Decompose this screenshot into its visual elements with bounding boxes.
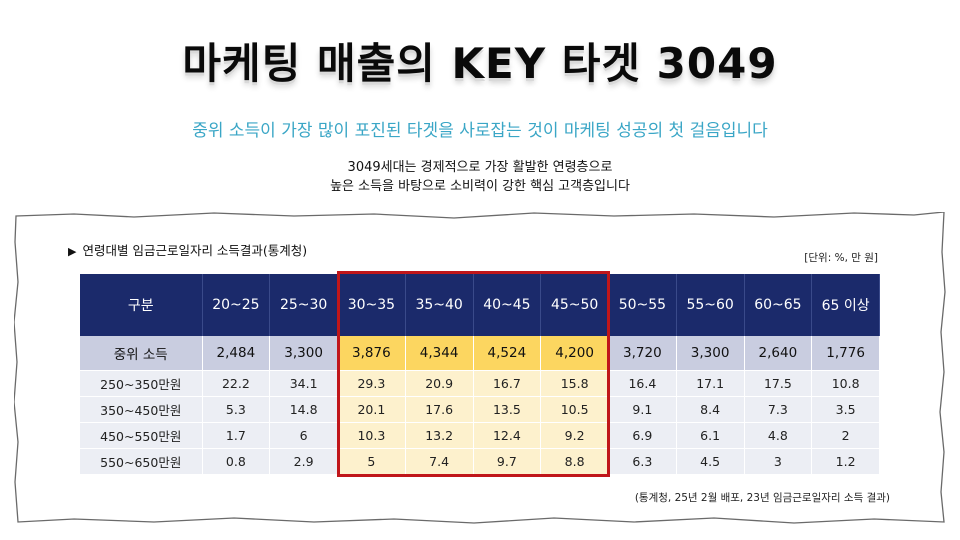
table-cell: 4.8 xyxy=(744,422,813,449)
header-cell: 25~30 xyxy=(269,274,338,336)
table-cell: 6.3 xyxy=(608,448,677,475)
table-cell: 34.1 xyxy=(269,370,338,397)
table-cell: 6 xyxy=(269,422,338,449)
table-row: 350~450만원 5.3 14.8 20.1 17.6 13.5 10.5 9… xyxy=(80,396,880,423)
header-cell: 45~50 xyxy=(540,274,609,336)
table-cell: 7.3 xyxy=(744,396,813,423)
header-cell: 20~25 xyxy=(202,274,271,336)
table-cell: 3 xyxy=(744,448,813,475)
table-cell: 350~450만원 xyxy=(80,396,203,423)
table-cell: 2,484 xyxy=(202,336,271,371)
table-cell: 3.5 xyxy=(811,396,880,423)
table-cell: 3,720 xyxy=(608,336,677,371)
table-cell: 1.2 xyxy=(811,448,880,475)
table-cell: 8.8 xyxy=(540,448,609,475)
description-line-2: 높은 소득을 바탕으로 소비력이 강한 핵심 고객층입니다 xyxy=(330,179,630,194)
table-cell: 중위 소득 xyxy=(80,336,203,371)
income-table: 구분 20~25 25~30 30~35 35~40 40~45 45~50 5… xyxy=(80,274,880,475)
table-cell: 4,524 xyxy=(473,336,542,371)
table-cell: 450~550만원 xyxy=(80,422,203,449)
header-cell: 40~45 xyxy=(473,274,542,336)
table-cell: 3,876 xyxy=(337,336,406,371)
source-note: (통계청, 25년 2월 배포, 23년 임금근로일자리 소득 결과) xyxy=(634,492,890,504)
description-line-1: 3049세대는 경제적으로 가장 활발한 연령층으로 xyxy=(347,160,613,175)
table-caption: ▶ 연령대별 임금근로일자리 소득결과(통계청) xyxy=(68,240,307,259)
table-cell: 13.5 xyxy=(473,396,542,423)
table-cell: 7.4 xyxy=(405,448,474,475)
table-cell: 20.9 xyxy=(405,370,474,397)
header-row: 구분 20~25 25~30 30~35 35~40 40~45 45~50 5… xyxy=(80,274,880,336)
header-cell: 65 이상 xyxy=(811,274,880,336)
caption-text: 연령대별 임금근로일자리 소득결과(통계청) xyxy=(82,243,308,258)
table-cell: 4.5 xyxy=(676,448,745,475)
table-cell: 0.8 xyxy=(202,448,271,475)
table-row: 250~350만원 22.2 34.1 29.3 20.9 16.7 15.8 … xyxy=(80,370,880,397)
table-cell: 4,200 xyxy=(540,336,609,371)
table-cell: 10.5 xyxy=(540,396,609,423)
table-cell: 9.2 xyxy=(540,422,609,449)
table-cell: 2 xyxy=(811,422,880,449)
description: 3049세대는 경제적으로 가장 활발한 연령층으로 높은 소득을 바탕으로 소… xyxy=(0,158,960,196)
table-cell: 2,640 xyxy=(744,336,813,371)
table-cell: 20.1 xyxy=(337,396,406,423)
table-cell: 10.3 xyxy=(337,422,406,449)
page-subtitle: 중위 소득이 가장 많이 포진된 타겟을 사로잡는 것이 마케팅 성공의 첫 걸… xyxy=(192,121,768,141)
table-row: 450~550만원 1.7 6 10.3 13.2 12.4 9.2 6.9 6… xyxy=(80,422,880,449)
table-cell: 4,344 xyxy=(405,336,474,371)
table-cell: 2.9 xyxy=(269,448,338,475)
table-cell: 5 xyxy=(337,448,406,475)
median-income-row: 중위 소득 2,484 3,300 3,876 4,344 4,524 4,20… xyxy=(80,336,880,371)
caption-marker: ▶ xyxy=(68,245,77,258)
page-title: 마케팅 매출의 KEY 타겟 3049 xyxy=(182,39,778,88)
table-cell: 14.8 xyxy=(269,396,338,423)
unit-note: [단위: %, 만 원] xyxy=(804,252,878,264)
table-cell: 12.4 xyxy=(473,422,542,449)
table-cell: 17.1 xyxy=(676,370,745,397)
table-cell: 22.2 xyxy=(202,370,271,397)
table-cell: 8.4 xyxy=(676,396,745,423)
table-cell: 3,300 xyxy=(676,336,745,371)
table-cell: 17.5 xyxy=(744,370,813,397)
table-cell: 9.7 xyxy=(473,448,542,475)
table-cell: 10.8 xyxy=(811,370,880,397)
table-cell: 3,300 xyxy=(269,336,338,371)
table-cell: 29.3 xyxy=(337,370,406,397)
table-cell: 15.8 xyxy=(540,370,609,397)
table-cell: 16.7 xyxy=(473,370,542,397)
table-cell: 9.1 xyxy=(608,396,677,423)
header-cell: 30~35 xyxy=(337,274,406,336)
table-cell: 5.3 xyxy=(202,396,271,423)
header-cell: 50~55 xyxy=(608,274,677,336)
table-cell: 13.2 xyxy=(405,422,474,449)
header-cell: 55~60 xyxy=(676,274,745,336)
table-cell: 250~350만원 xyxy=(80,370,203,397)
table-cell: 1.7 xyxy=(202,422,271,449)
table-cell: 6.1 xyxy=(676,422,745,449)
table-cell: 6.9 xyxy=(608,422,677,449)
header-cell: 구분 xyxy=(80,274,203,336)
table-cell: 550~650만원 xyxy=(80,448,203,475)
table-row: 550~650만원 0.8 2.9 5 7.4 9.7 8.8 6.3 4.5 … xyxy=(80,448,880,475)
header-cell: 60~65 xyxy=(744,274,813,336)
header-cell: 35~40 xyxy=(405,274,474,336)
table-cell: 16.4 xyxy=(608,370,677,397)
table-cell: 17.6 xyxy=(405,396,474,423)
table-cell: 1,776 xyxy=(811,336,880,371)
